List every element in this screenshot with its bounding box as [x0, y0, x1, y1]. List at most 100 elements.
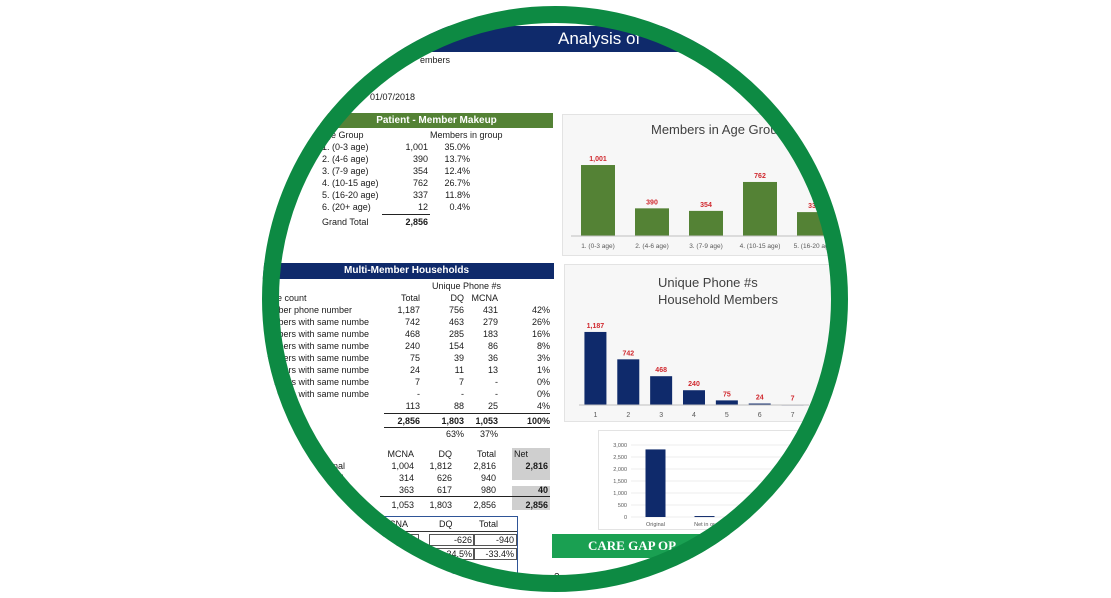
care-gap-text: CARE GAP OP: [588, 538, 677, 553]
bar: [650, 376, 673, 405]
tick-label: 5. (16-20 age): [794, 243, 835, 250]
hh-cell-label: embers with same numbe: [266, 377, 370, 387]
hh-cell-mcna: 279: [482, 317, 498, 327]
net-cell-total: 980: [480, 485, 496, 495]
row-count: 390: [412, 154, 428, 164]
hh-cell-pct: 0%: [536, 377, 550, 387]
y-tick-label: 1,000: [613, 491, 627, 497]
hh-total-rule: [384, 413, 550, 414]
net-cell-net: 40: [537, 485, 548, 495]
y-tick-label: 1,500: [613, 479, 627, 485]
hh-cell-total: 75: [409, 353, 420, 363]
unique-phone-chart: Unique Phone #s Household Members 1,187 1…: [564, 264, 848, 422]
hh-cell-total: 742: [404, 317, 420, 327]
row-label: 1. (0-3 age): [322, 142, 369, 152]
age-bar-plot: 1,001 1. (0-3 age) 390 2. (4-6 age) 354 3. (7…: [571, 156, 841, 250]
age-col-header: Age Group: [320, 130, 364, 140]
row-pct: 12.4%: [444, 166, 470, 176]
hh-cell-pct: 8%: [536, 341, 550, 351]
hh-cell-total: 7: [414, 377, 420, 387]
row-count: 1,001: [405, 142, 428, 152]
change-cell: -33.4%: [473, 548, 517, 560]
chart-title-line-1: Unique Phone #s: [658, 275, 758, 290]
net-bar-plot: 3,000 2,500 2,000 1,500 1,000 500 0 Original Net…: [613, 443, 827, 528]
net-shade-2: [512, 486, 550, 510]
bar: [743, 181, 777, 236]
tick-label: Original: [646, 522, 665, 528]
data-label: 24: [756, 395, 764, 402]
grand-total-label: Grand Total: [322, 217, 369, 227]
hh-cell-label: embers with same numbe: [266, 317, 370, 327]
tick-label: 2: [626, 412, 630, 419]
net-cell-total: 2,816: [473, 461, 496, 471]
hh-cell-label: embers with same numbe: [266, 329, 370, 339]
net-cell-dq: 1,812: [429, 461, 452, 471]
hh-cell-dq: 7: [458, 377, 464, 387]
data-label: 75: [723, 391, 731, 398]
hh-cell-total: 1,187: [397, 305, 420, 315]
change-cell: -940: [473, 534, 517, 546]
bar: [715, 400, 738, 405]
circular-viewport: Analysis of embers VED 01/07/2018 Patien…: [262, 6, 848, 592]
hh-cell-label: embers with same numbe: [266, 353, 370, 363]
hh-cell-mcna: -: [495, 389, 498, 399]
row-pct: 35.0%: [444, 142, 470, 152]
net-cell-dq: 1,803: [429, 500, 452, 510]
change-cell: 314: [383, 534, 419, 546]
row-label: 5. (16-20 age): [322, 190, 379, 200]
spreadsheet: Analysis of embers VED 01/07/2018 Patien…: [262, 6, 848, 592]
net-change-chart: 3,000 2,500 2,000 1,500 1,000 500 0 Original Net…: [598, 430, 830, 530]
change-cell: -626: [429, 534, 475, 546]
net-cell-net: 2,816: [525, 461, 548, 471]
bar: [748, 403, 771, 405]
data-label: 390: [646, 199, 658, 206]
bar: [581, 165, 615, 236]
net-cell-total: 2,856: [473, 500, 496, 510]
hh-cell-dq: 88: [453, 401, 464, 411]
age-group-chart: Members in Age Grou 1,001 1. (0-3 age) 390…: [562, 114, 848, 256]
chart-title: Members in Age Grou: [651, 122, 778, 137]
y-tick-label: 3,000: [613, 443, 627, 449]
hh-double-rule: [384, 427, 550, 428]
net-cell-label: oved: [324, 473, 344, 483]
net-cell-mcna: 363: [398, 485, 414, 495]
y-tick-label: 2,000: [613, 467, 627, 473]
y-tick-label: 0: [624, 515, 627, 521]
row-count: 354: [412, 166, 428, 176]
change-col-3: Total: [479, 519, 499, 529]
change-col-2: DQ: [439, 519, 453, 529]
data-label: 337: [808, 203, 820, 210]
hh-cell-dq: 154: [448, 341, 464, 351]
tick-label: 1: [593, 412, 597, 419]
bar: [797, 212, 831, 236]
unique-phone-header: Unique Phone #s: [432, 281, 502, 291]
tick-label: 6: [758, 412, 762, 419]
households-heading-text: Multi-Member Households: [344, 265, 470, 276]
row-label: 2. (4-6 age): [322, 154, 369, 164]
hh-cell-pct: 3%: [536, 353, 550, 363]
row-pct: 0.4%: [449, 202, 470, 212]
hh-cell-mcna: 183: [482, 329, 498, 339]
data-label: 7: [791, 396, 795, 403]
net-col-dq: DQ: [438, 449, 453, 459]
care-gap-banner: CARE GAP OP: [552, 534, 848, 558]
meta-line-2: VED: [372, 68, 391, 78]
households-heading: Multi-Member Households: [262, 263, 554, 279]
net-col-net: Net: [514, 449, 529, 459]
meta-line-1: embers: [420, 55, 451, 65]
hh-total-dq: 1,803: [441, 416, 464, 426]
change-col-1: CNA: [389, 519, 409, 529]
data-label: 354: [700, 202, 712, 209]
row-count: 12: [417, 202, 428, 212]
tick-label: 4. (10-15 age): [740, 243, 781, 250]
bottom-fragment: 2.: [554, 572, 563, 583]
tick-label: 1. (0-3 age): [581, 243, 615, 250]
tick-label: Net in or: [694, 522, 715, 528]
hh-cell-label: ber: [266, 401, 280, 411]
col-dq-header: DQ: [450, 293, 465, 303]
hh-cell-pct: 1%: [536, 365, 550, 375]
row-count: 337: [412, 190, 428, 200]
tick-label: 5: [725, 412, 729, 419]
hh-pct-dq: 63%: [445, 429, 464, 439]
hh-cell-label: embers with same numbe: [266, 365, 370, 375]
